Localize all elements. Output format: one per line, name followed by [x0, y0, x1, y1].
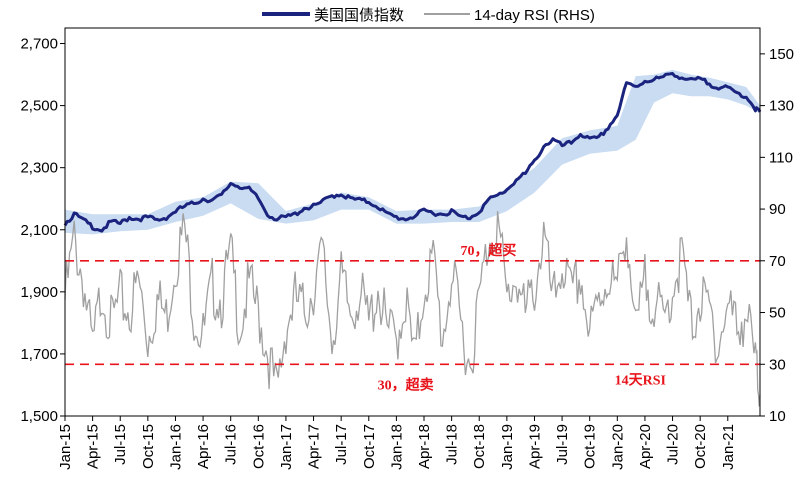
right-tick-label: 130 — [769, 98, 794, 115]
rsi-line-group — [64, 211, 761, 407]
x-tick-label: Jan-21 — [720, 424, 737, 470]
index-band-area — [65, 69, 760, 235]
x-tick-label: Oct-17 — [361, 424, 378, 469]
right-tick-label: 10 — [769, 408, 786, 425]
left-tick-label: 2,500 — [20, 98, 58, 115]
x-tick-label: Jan-18 — [388, 424, 405, 470]
right-axis: 10 30 50 70 90 110 130 150 — [760, 46, 794, 425]
right-tick-label: 110 — [769, 149, 793, 166]
x-tick-label: Jan-19 — [499, 424, 516, 470]
legend-label-index: 美国国债指数 — [314, 7, 404, 24]
index-range-band — [65, 69, 760, 235]
x-tick-label: Apr-16 — [195, 424, 212, 469]
x-tick-label: Jul-19 — [554, 424, 571, 465]
x-tick-label: Apr-20 — [637, 424, 654, 469]
right-tick-label: 50 — [769, 305, 786, 322]
x-tick-label: Oct-15 — [140, 424, 157, 469]
x-tick-label: Apr-18 — [416, 424, 433, 469]
rsi-period-label: 14天RSI — [615, 372, 666, 388]
rsi-series-line — [64, 211, 761, 407]
left-tick-label: 1,500 — [20, 408, 58, 425]
x-tick-label: Oct-18 — [471, 424, 488, 469]
index-line-group — [63, 72, 762, 233]
oversold-label: 30，超卖 — [378, 376, 434, 393]
left-tick-label: 2,300 — [20, 160, 58, 177]
x-tick-label: Jan-15 — [57, 424, 74, 470]
reference-lines — [65, 259, 760, 366]
x-tick-label: Apr-19 — [526, 424, 543, 469]
x-tick-label: Oct-19 — [582, 424, 599, 469]
right-tick-label: 70 — [769, 253, 786, 270]
x-tick-label: Jul-18 — [444, 424, 461, 465]
index-series-line — [63, 72, 762, 233]
x-tick-label: Jul-20 — [665, 424, 682, 465]
x-tick-label: Apr-17 — [306, 424, 323, 469]
left-axis: 1,500 1,700 1,900 2,100 2,300 2,500 2,700 — [20, 36, 65, 425]
x-tick-label: Oct-16 — [250, 424, 267, 469]
legend: 美国国债指数 14-day RSI (RHS) — [262, 7, 595, 24]
legend-label-rsi: 14-day RSI (RHS) — [474, 7, 595, 24]
plot-frame — [64, 27, 761, 417]
x-tick-label: Jul-16 — [223, 424, 240, 465]
x-tick-label: Jul-17 — [333, 424, 350, 465]
x-tick-label: Jan-16 — [167, 424, 184, 470]
x-tick-label: Oct-20 — [692, 424, 709, 469]
x-tick-label: Apr-15 — [85, 424, 102, 469]
left-tick-label: 2,700 — [20, 36, 58, 53]
overbought-label: 70，超买 — [460, 242, 516, 259]
x-tick-label: Jan-17 — [278, 424, 295, 470]
left-tick-label: 2,100 — [20, 222, 58, 239]
right-tick-label: 150 — [769, 46, 794, 63]
left-tick-label: 1,700 — [20, 346, 58, 363]
x-axis: Jan-15 Apr-15 Jul-15 Oct-15 Jan-16 Apr-16 Jul-… — [57, 416, 737, 470]
right-tick-label: 90 — [769, 201, 786, 218]
x-tick-label: Jan-20 — [609, 424, 626, 470]
right-tick-label: 30 — [769, 356, 786, 373]
left-tick-label: 1,900 — [20, 284, 58, 301]
x-tick-label: Jul-15 — [112, 424, 129, 465]
